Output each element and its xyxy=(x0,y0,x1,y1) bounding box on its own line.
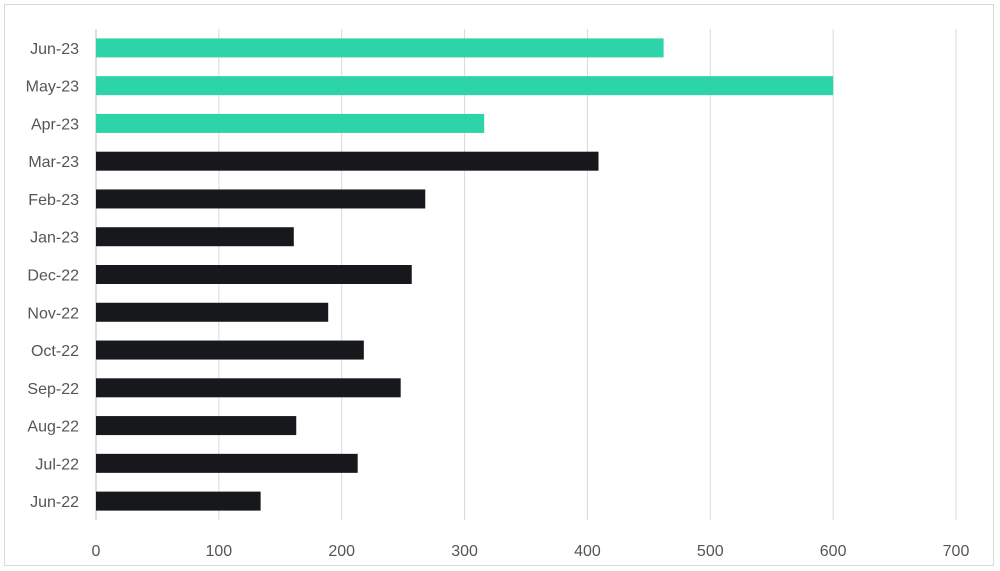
category-label: Jun-22 xyxy=(30,494,79,511)
x-tick-label: 700 xyxy=(943,543,970,560)
x-tick-label: 500 xyxy=(697,543,724,560)
bar-Jun-22 xyxy=(96,491,261,511)
bar-Mar-23 xyxy=(96,151,599,171)
category-label: Aug-22 xyxy=(27,419,79,436)
category-label: Nov-22 xyxy=(27,305,79,322)
x-tick-label: 400 xyxy=(574,543,601,560)
category-label: Sep-22 xyxy=(27,381,79,398)
value-tick-labels: 0 100 200 300 400 500 600 700 xyxy=(92,543,970,560)
category-label: Jan-23 xyxy=(30,230,79,247)
x-tick-label: 0 xyxy=(92,543,101,560)
category-label: Mar-23 xyxy=(28,154,79,171)
category-label: Oct-22 xyxy=(31,343,79,360)
x-tick-label: 200 xyxy=(328,543,355,560)
bar-Aug-22 xyxy=(96,416,297,436)
category-label: Feb-23 xyxy=(28,192,79,209)
bar-Jun-23 xyxy=(96,38,664,58)
category-label: Jun-23 xyxy=(30,41,79,58)
bars xyxy=(96,38,834,511)
bar-Jan-23 xyxy=(96,227,294,247)
x-tick-label: 600 xyxy=(820,543,847,560)
x-tick-label: 100 xyxy=(206,543,233,560)
category-label: Apr-23 xyxy=(31,116,79,133)
category-label: Jul-22 xyxy=(35,456,79,473)
bar-May-23 xyxy=(96,76,834,96)
bar-Nov-22 xyxy=(96,302,329,322)
category-label: Dec-22 xyxy=(27,268,79,285)
bar-Oct-22 xyxy=(96,340,364,360)
bar-Dec-22 xyxy=(96,265,412,284)
bar-Feb-23 xyxy=(96,189,426,209)
bar-Sep-22 xyxy=(96,378,401,398)
category-label: May-23 xyxy=(26,79,79,96)
bar-Jul-22 xyxy=(96,453,358,473)
x-tick-label: 300 xyxy=(451,543,478,560)
bar-Apr-23 xyxy=(96,113,485,133)
category-labels: Jun-23 May-23 Apr-23 Mar-23 Feb-23 Jan-23 Dec-… xyxy=(26,41,79,511)
gridlines xyxy=(95,29,957,520)
